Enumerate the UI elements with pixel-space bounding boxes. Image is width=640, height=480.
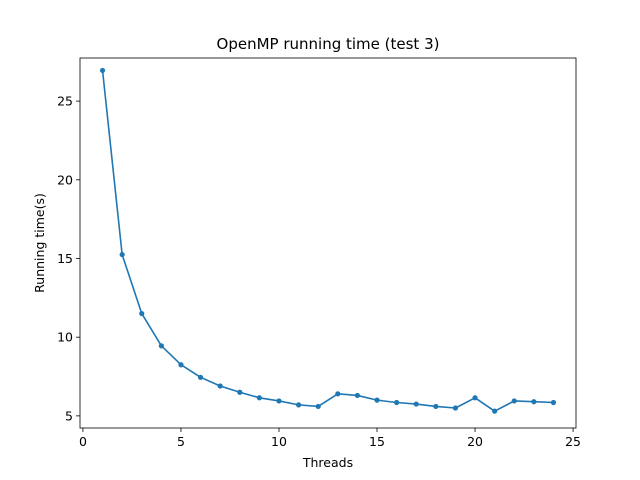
x-tick-label: 20 — [467, 434, 483, 449]
data-point — [335, 391, 341, 397]
y-axis-label: Running time(s) — [32, 193, 47, 293]
data-point — [452, 405, 459, 411]
data-point — [237, 389, 243, 395]
data-point — [492, 408, 498, 414]
x-tick-label: 0 — [79, 434, 87, 449]
x-tick-label: 5 — [177, 434, 185, 449]
x-axis-label: Threads — [302, 455, 353, 470]
data-point — [511, 398, 517, 404]
data-point — [531, 399, 537, 405]
data-point — [374, 397, 380, 403]
y-tick-label: 5 — [65, 408, 73, 423]
x-tick-label: 25 — [565, 434, 581, 449]
data-point — [178, 362, 184, 368]
data-point — [354, 392, 361, 399]
data-point — [119, 251, 125, 258]
x-axis: 0 5 10 15 20 25 — [79, 428, 581, 449]
chart-title: OpenMP running time (test 3) — [217, 35, 440, 53]
y-tick-label: 25 — [57, 94, 73, 109]
data-point — [158, 343, 164, 349]
data-point — [197, 374, 204, 380]
data-point — [217, 383, 223, 389]
data-point — [256, 395, 262, 401]
x-tick-label: 15 — [369, 434, 385, 449]
plot-area — [99, 67, 557, 414]
data-point — [413, 401, 419, 407]
series-line — [101, 70, 554, 412]
data-point — [472, 395, 478, 401]
axes-frame — [79, 57, 577, 429]
y-axis: 5 10 15 20 25 — [57, 94, 80, 423]
data-point — [99, 67, 106, 74]
data-point — [394, 399, 400, 406]
data-point — [139, 310, 145, 317]
data-point — [550, 399, 557, 406]
data-point — [315, 403, 321, 410]
y-tick-label: 15 — [57, 251, 73, 266]
data-point — [276, 398, 282, 404]
y-tick-label: 20 — [57, 172, 73, 187]
y-tick-label: 10 — [57, 330, 73, 345]
data-point — [295, 402, 302, 408]
data-point — [433, 403, 439, 410]
x-tick-label: 10 — [271, 434, 287, 449]
